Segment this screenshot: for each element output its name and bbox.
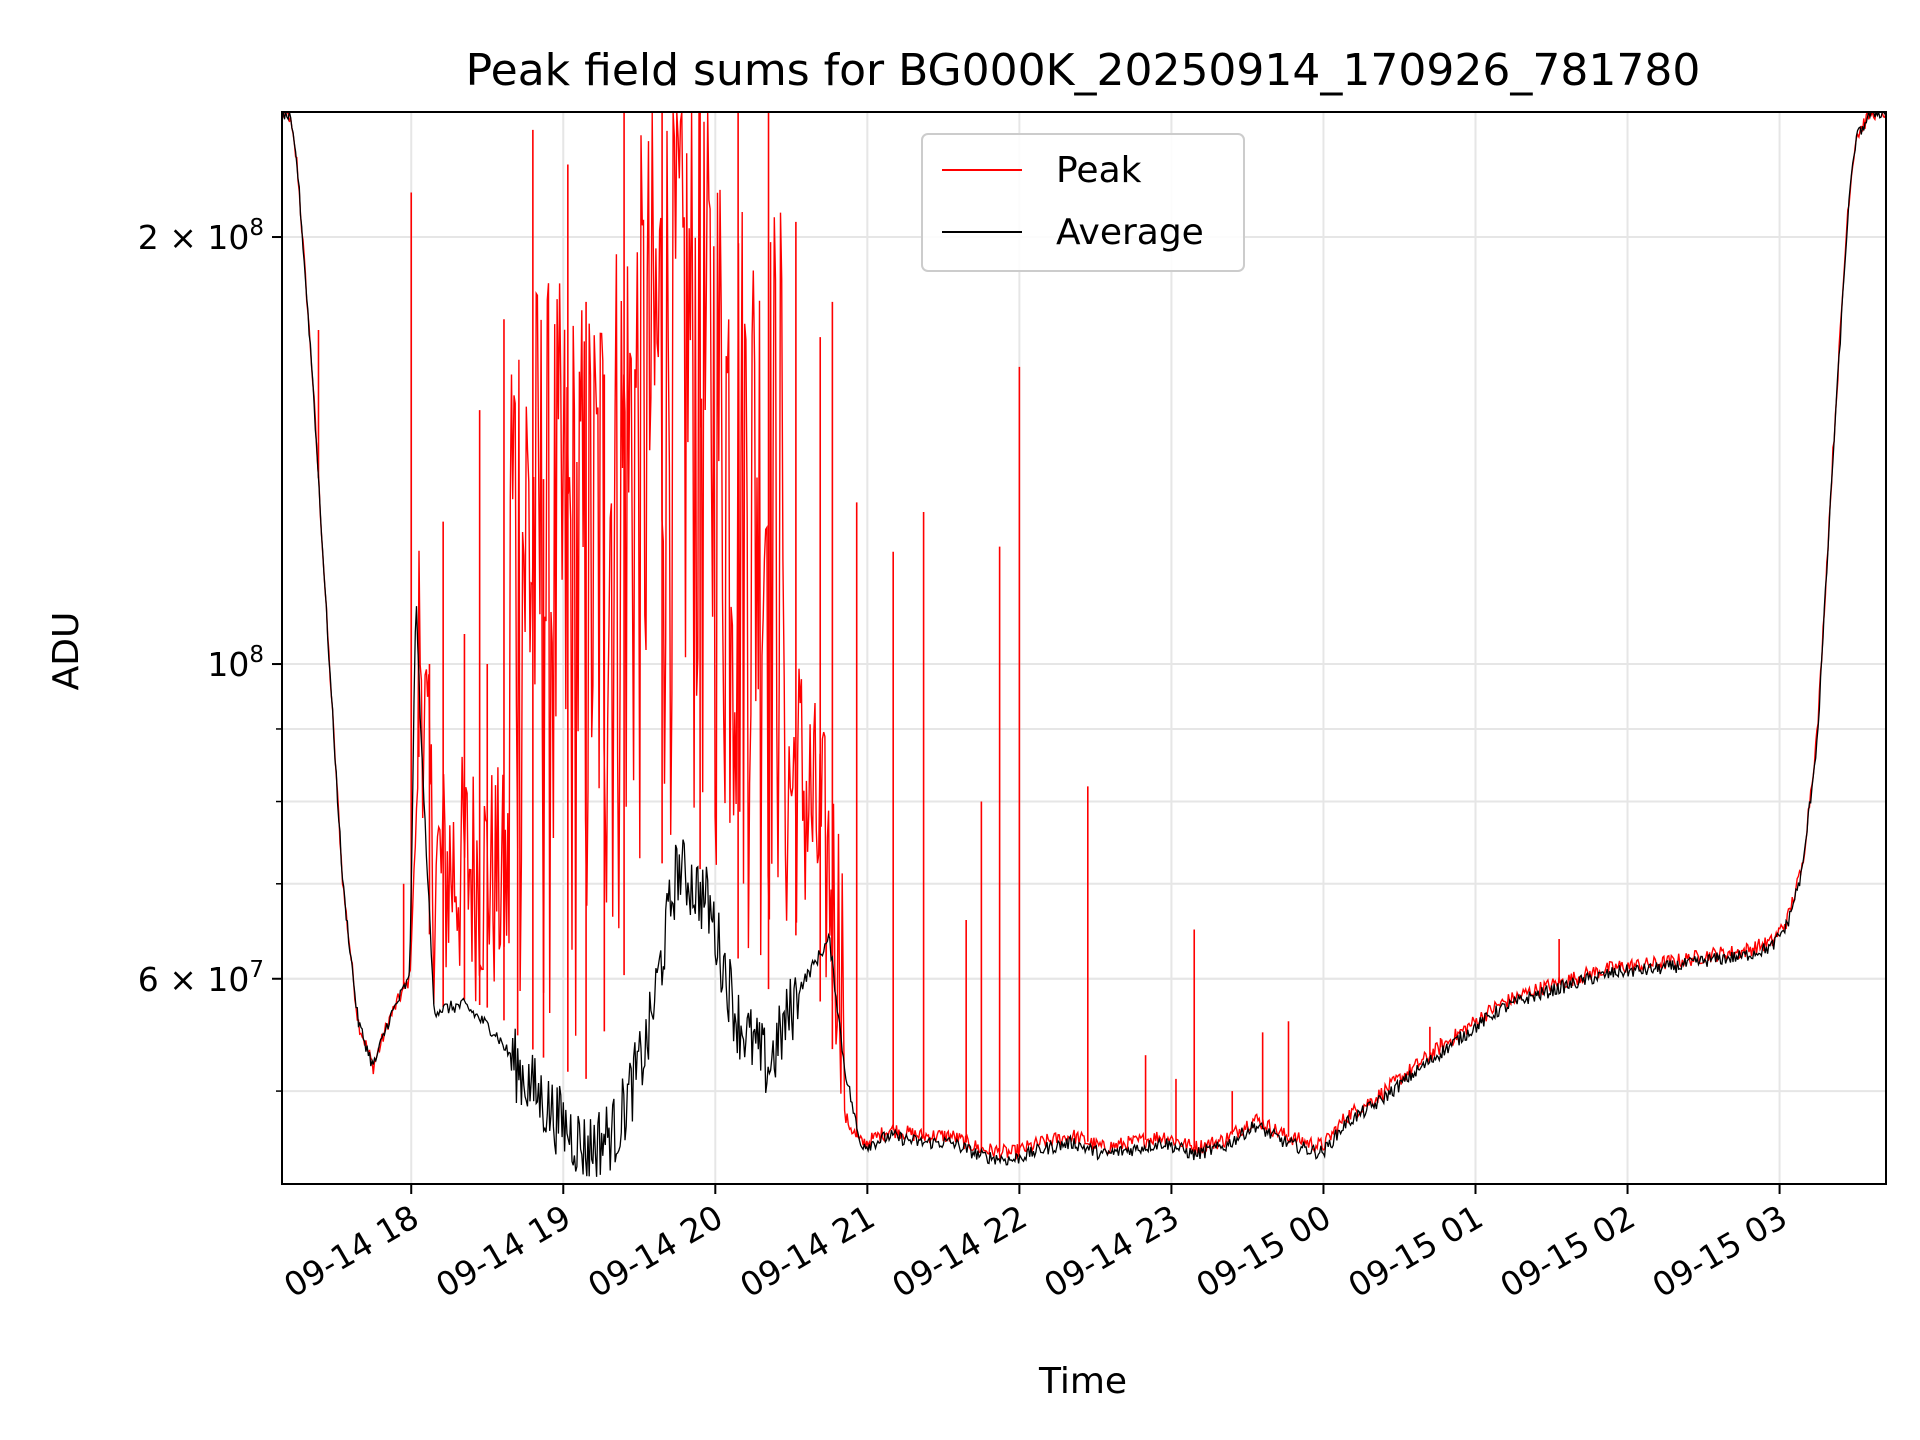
series-average-line <box>282 112 1886 1177</box>
legend-label-peak: Peak <box>1056 150 1142 191</box>
legend: Peak Average <box>921 133 1245 272</box>
y-axis-label: ADU <box>46 612 87 691</box>
chart-title: Peak field sums for BG000K_20250914_1709… <box>466 45 1701 96</box>
y-tick-label: 2 × 108 <box>138 215 264 257</box>
series-peak-line <box>282 112 1886 1160</box>
legend-label-average: Average <box>1056 212 1204 253</box>
x-axis-label: Time <box>1038 1361 1127 1402</box>
axes-frame <box>281 111 1887 1185</box>
y-tick-label: 6 × 107 <box>138 957 264 999</box>
y-tick-label: 108 <box>207 642 264 684</box>
legend-box <box>921 133 1245 272</box>
